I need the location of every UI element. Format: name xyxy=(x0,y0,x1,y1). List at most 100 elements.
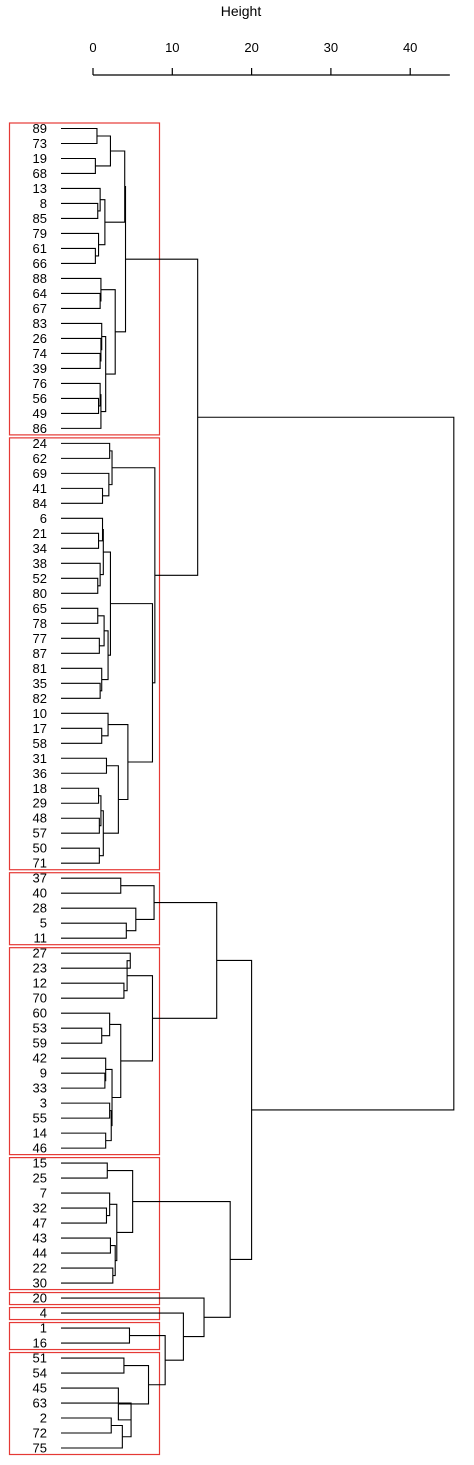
cluster-box xyxy=(8,122,161,436)
dendrogram-link xyxy=(61,1057,107,1082)
dendrogram-link xyxy=(61,667,103,692)
dendrogram-link xyxy=(61,637,100,654)
leaf-label: 5 xyxy=(40,916,47,931)
cluster-box xyxy=(8,1157,161,1291)
leaf-label: 62 xyxy=(33,451,47,466)
cluster-box xyxy=(8,872,161,946)
leaf-label: 65 xyxy=(33,601,47,616)
leaf-label: 50 xyxy=(33,841,47,856)
leaf-label: 53 xyxy=(33,1021,47,1036)
leaf-label: 80 xyxy=(33,586,47,601)
dendrogram-link xyxy=(110,603,154,763)
leaf-label: 59 xyxy=(33,1036,47,1051)
leaf-label: 67 xyxy=(33,301,47,316)
leaf-label: 69 xyxy=(33,466,47,481)
leaf-label: 63 xyxy=(33,1396,47,1411)
leaf-label: 84 xyxy=(33,496,47,511)
leaf-label: 39 xyxy=(33,361,47,376)
leaf-label: 24 xyxy=(33,436,47,451)
dendrogram-link xyxy=(112,467,156,684)
leaf-label: 86 xyxy=(33,421,47,436)
dendrogram-link xyxy=(61,1237,111,1254)
leaf-label: 42 xyxy=(33,1051,47,1066)
dendrogram-link xyxy=(132,1200,231,1318)
dendrogram-link xyxy=(61,232,100,257)
leaf-label: 31 xyxy=(33,751,47,766)
leaf-label: 54 xyxy=(33,1366,47,1381)
dendrogram-link xyxy=(61,877,122,894)
dendrogram-link xyxy=(61,1072,106,1089)
leaf-label: 60 xyxy=(33,1006,47,1021)
dendrogram-link xyxy=(61,382,101,407)
leaf-label: 13 xyxy=(33,181,47,196)
leaf-label: 4 xyxy=(40,1306,47,1321)
leaf-label: 8 xyxy=(40,196,47,211)
dendrogram-link xyxy=(61,397,100,414)
leaf-label: 41 xyxy=(33,481,47,496)
dendrogram-link xyxy=(61,727,103,744)
leaf-label: 75 xyxy=(33,1441,47,1456)
dendrogram-link xyxy=(118,1364,150,1405)
leaf-label: 64 xyxy=(33,286,47,301)
dendrogram-link xyxy=(61,247,96,264)
leaf-label: 6 xyxy=(40,511,47,526)
leaf-label: 57 xyxy=(33,826,47,841)
leaf-label: 40 xyxy=(33,886,47,901)
leaf-label: 70 xyxy=(33,991,47,1006)
dendrogram-link xyxy=(115,186,127,333)
leaf-label: 48 xyxy=(33,811,47,826)
leaf-label: 89 xyxy=(33,121,47,136)
leaf-label: 18 xyxy=(33,781,47,796)
dendrogram-link xyxy=(152,902,218,1019)
cluster-box xyxy=(8,437,161,871)
dendrogram-link xyxy=(61,157,96,175)
dendrogram-link xyxy=(61,1424,123,1449)
dendrogram-link xyxy=(61,577,99,594)
axis-title: Height xyxy=(221,3,262,19)
leaf-label: 30 xyxy=(33,1276,47,1291)
leaf-label: 83 xyxy=(33,316,47,331)
dendrogram-link xyxy=(216,959,253,1260)
leaf-label: 56 xyxy=(33,391,47,406)
leaf-label: 2 xyxy=(40,1411,47,1426)
axis-tick-label: 40 xyxy=(403,40,417,55)
leaf-label: 73 xyxy=(33,136,47,151)
cluster-box xyxy=(8,1351,161,1456)
leaf-label: 22 xyxy=(33,1261,47,1276)
leaf-label: 28 xyxy=(33,901,47,916)
leaf-label: 51 xyxy=(33,1351,47,1366)
leaf-label: 71 xyxy=(33,856,47,871)
dendrogram-link xyxy=(109,1023,122,1099)
dendrogram-link xyxy=(61,442,111,459)
leaf-label: 82 xyxy=(33,691,47,706)
leaf-label: 68 xyxy=(33,166,47,181)
dendrogram-link xyxy=(100,289,116,375)
dendrogram-link xyxy=(61,292,101,309)
dendrogram-link xyxy=(61,907,137,932)
leaf-label: 36 xyxy=(33,766,47,781)
cluster-box xyxy=(8,947,161,1156)
leaf-label: 61 xyxy=(33,241,47,256)
dendrogram-link xyxy=(197,416,455,1111)
dendrogram-link xyxy=(98,199,106,246)
leaf-label: 11 xyxy=(34,931,48,946)
leaf-label: 35 xyxy=(33,676,47,691)
dendrogram-link xyxy=(61,817,100,834)
dendrogram-link xyxy=(125,258,199,576)
dendrogram-link xyxy=(120,975,154,1062)
dendrogram-link xyxy=(104,150,126,223)
leaf-label: 17 xyxy=(33,721,47,736)
dendrogram-link xyxy=(61,1267,114,1284)
leaf-label: 20 xyxy=(33,1291,47,1306)
leaf-label: 33 xyxy=(33,1081,47,1096)
leaf-labels: 8973196813885796166886467832674397656498… xyxy=(33,121,47,1456)
dendrogram-link xyxy=(61,757,108,774)
height-axis: 0 10 20 30 40 xyxy=(89,40,450,76)
leaf-label: 1 xyxy=(40,1321,47,1336)
dendrogram-link xyxy=(61,1327,131,1344)
leaf-label: 29 xyxy=(33,796,47,811)
dendrogram-link xyxy=(61,562,101,587)
dendrogram-link xyxy=(105,1110,112,1142)
